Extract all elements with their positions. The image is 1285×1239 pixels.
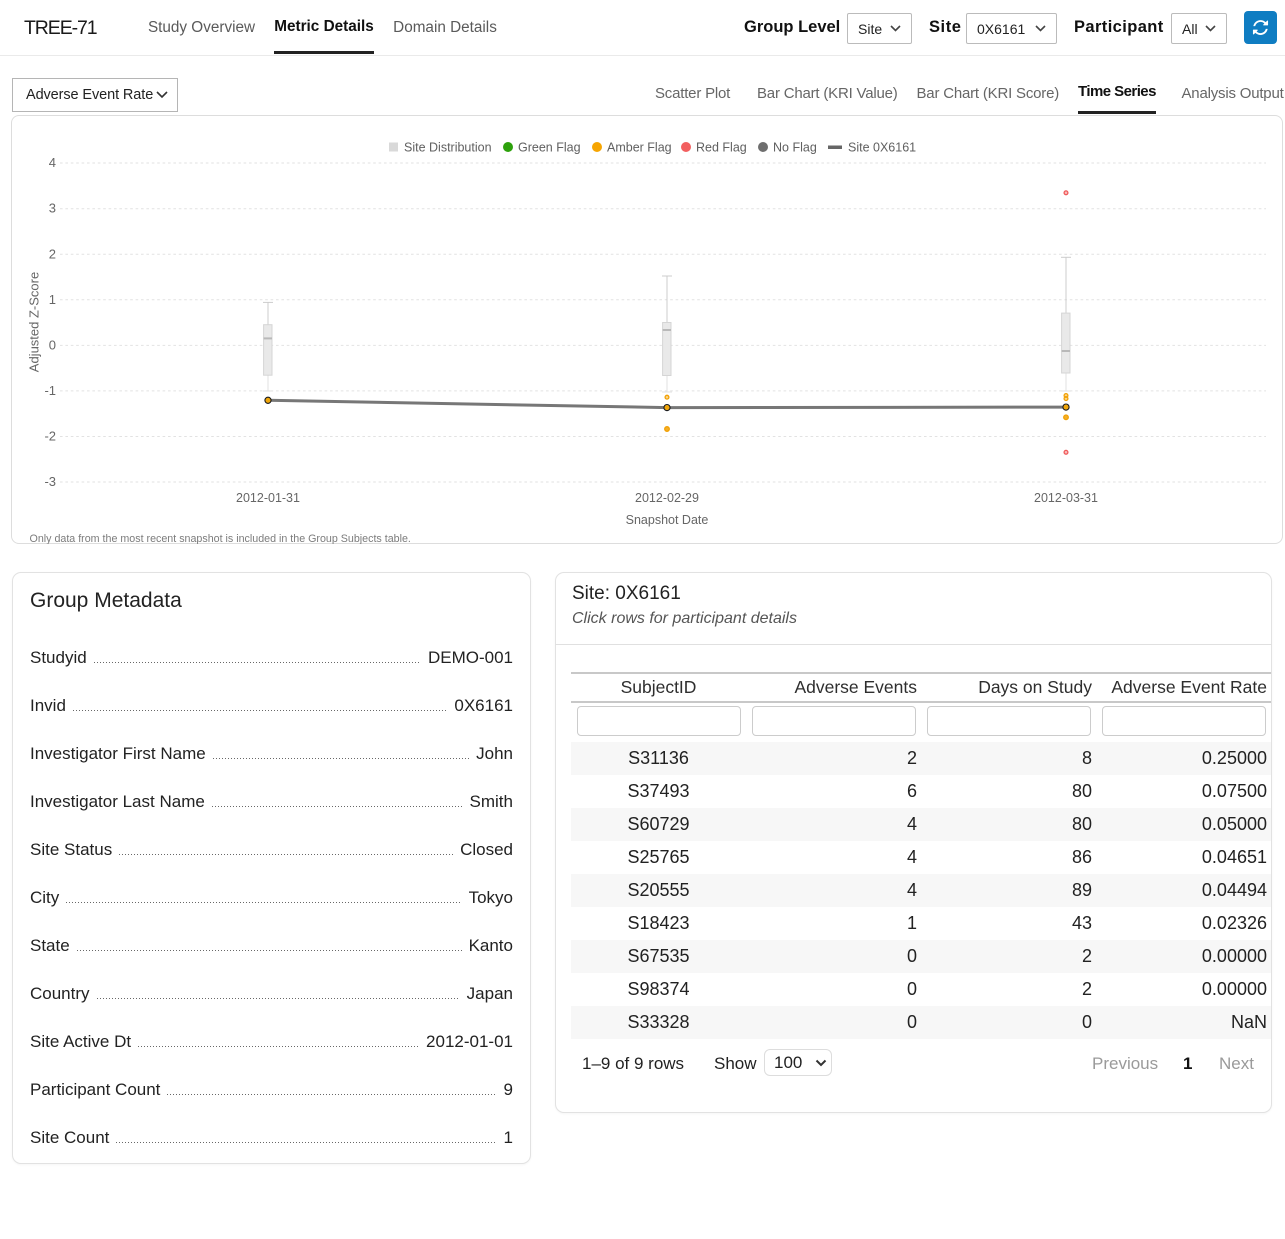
svg-text:No Flag: No Flag bbox=[773, 141, 817, 155]
svg-text:2012-03-31: 2012-03-31 bbox=[1034, 491, 1098, 505]
svg-text:-3: -3 bbox=[44, 474, 56, 489]
svg-text:4: 4 bbox=[49, 155, 56, 170]
svg-text:Green Flag: Green Flag bbox=[518, 141, 581, 155]
svg-text:3: 3 bbox=[49, 201, 56, 216]
svg-text:0: 0 bbox=[49, 337, 56, 352]
svg-text:-2: -2 bbox=[44, 429, 56, 444]
svg-text:2012-01-31: 2012-01-31 bbox=[236, 491, 300, 505]
svg-text:Amber Flag: Amber Flag bbox=[607, 141, 672, 155]
svg-text:Site 0X6161: Site 0X6161 bbox=[848, 141, 916, 155]
svg-text:2: 2 bbox=[49, 246, 56, 261]
svg-text:-1: -1 bbox=[44, 383, 56, 398]
svg-text:Site Distribution: Site Distribution bbox=[404, 141, 492, 155]
svg-text:Snapshot Date: Snapshot Date bbox=[626, 513, 709, 527]
svg-text:Only data from the most recent: Only data from the most recent snapshot … bbox=[30, 533, 411, 544]
svg-text:1: 1 bbox=[49, 292, 56, 307]
svg-text:Red Flag: Red Flag bbox=[696, 141, 747, 155]
svg-text:Adjusted Z-Score: Adjusted Z-Score bbox=[27, 272, 42, 372]
svg-text:2012-02-29: 2012-02-29 bbox=[635, 491, 699, 505]
